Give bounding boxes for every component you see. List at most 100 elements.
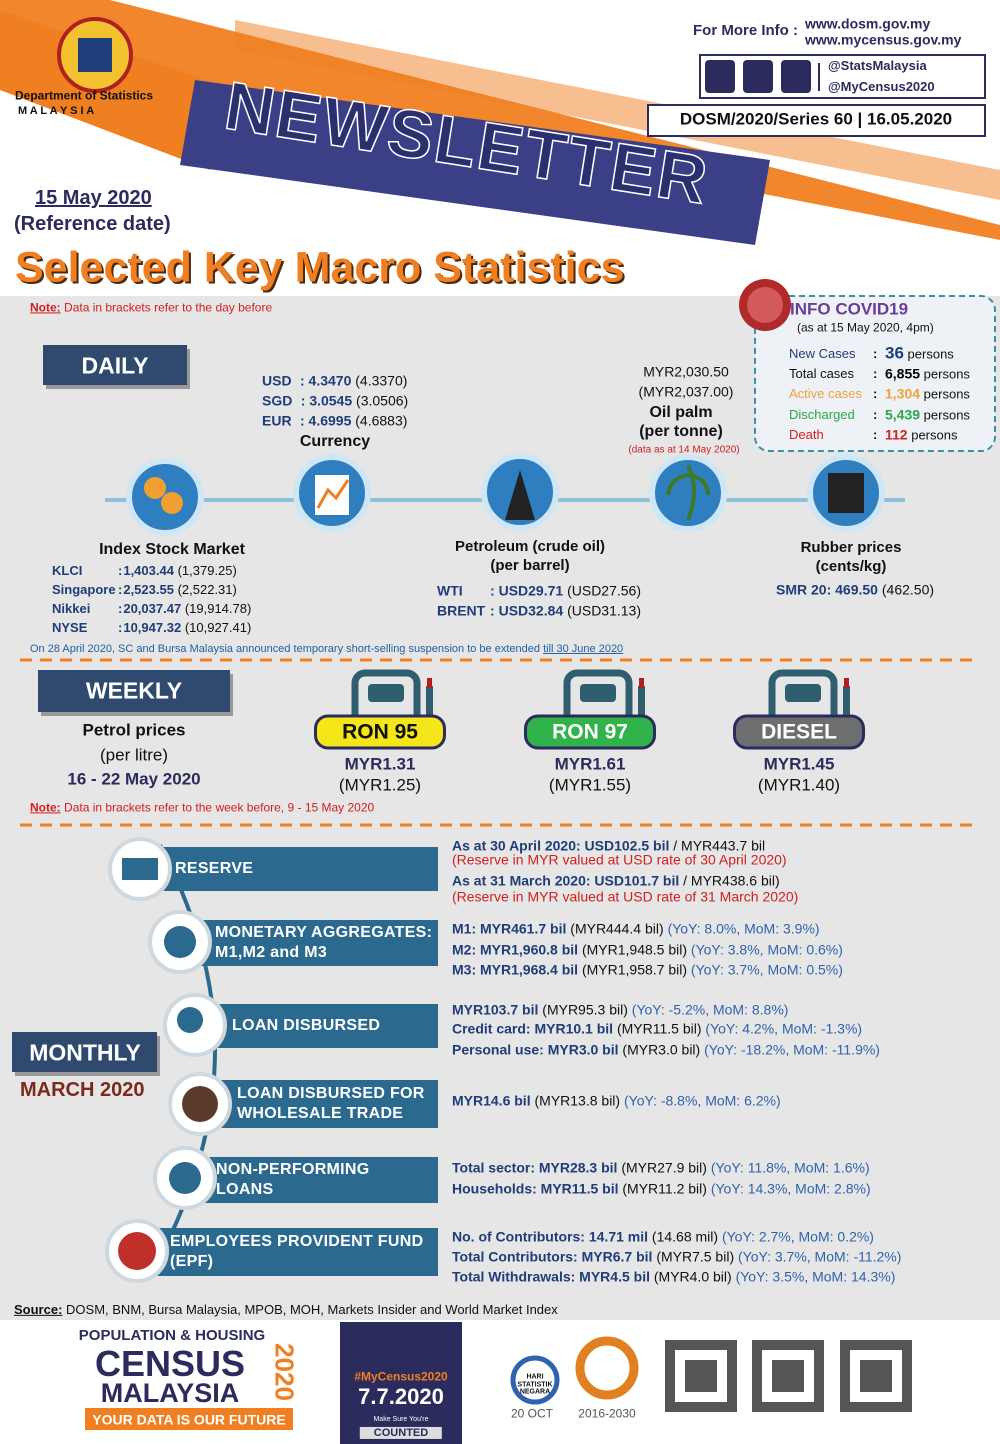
banner: NEWSLETTER xyxy=(219,67,715,220)
text-part: (MYR95.3 bil) xyxy=(542,1001,628,1018)
text-part: / MYR438.6 bil) xyxy=(683,872,780,889)
stat-line: Personal use: MYR3.0 bil (MYR3.0 bil) (YoY… xyxy=(452,1042,880,1057)
text-part: persons xyxy=(907,346,954,362)
text-part: (YoY: 2.7%, MoM: 0.2%) xyxy=(721,1228,874,1245)
stat-line: As at 30 April 2020: USD102.5 bil / MYR44… xyxy=(452,838,765,853)
campaign-text: Make Sure You're xyxy=(373,1416,429,1424)
series: DOSM/2020/Series 60 | 16.05.2020 xyxy=(679,109,953,129)
covid-value: 5,439 persons xyxy=(885,406,970,422)
reserve-note: (Reserve in MYR valued at USD rate of 31… xyxy=(452,888,799,905)
caption: (per litre) xyxy=(99,745,169,765)
covid-subtitle: (as at 15 May 2020, 4pm) xyxy=(797,320,934,335)
reference-date-note: (Reference date) xyxy=(14,213,171,235)
caption: Oil palm xyxy=(649,404,713,422)
text-part: MYR14.6 bil xyxy=(452,1092,531,1109)
census-text: MALAYSIA xyxy=(100,1378,240,1409)
text-part: On 28 April 2020, SC and Bursa Malaysia … xyxy=(30,642,540,655)
text-part: MYR103.7 bil xyxy=(452,1001,539,1018)
reserve-note: (Reserve in MYR valued at USD rate of 30… xyxy=(452,851,787,868)
text-part: (YoY: 4.2%, MoM: -1.3%) xyxy=(705,1020,863,1037)
text-part: (MYR13.8 bil) xyxy=(534,1092,621,1109)
text-part: 6,855 xyxy=(885,365,921,382)
sdg-years: 2016-2030 xyxy=(578,1406,636,1421)
stat-line: Total Contributors: MYR6.7 bil (MYR7.5 bi… xyxy=(452,1249,901,1264)
text-part: Source: xyxy=(14,1301,63,1317)
text-part: : xyxy=(118,619,123,635)
text-part: (1,379.25) xyxy=(177,562,237,578)
price: MYR1.31 xyxy=(344,754,416,774)
text-part: (MYR11.5 bil) xyxy=(616,1020,702,1037)
stock-row: :10,947.32 (10,927.41) xyxy=(118,619,252,635)
item-title: NON-PERFORMING xyxy=(216,1161,370,1179)
stat-line: Total sector: MYR28.3 bil (MYR27.9 bil) (Y… xyxy=(452,1160,870,1175)
text-part: 36 xyxy=(885,343,904,363)
stats-day: HARI STATISTIK NEGARA xyxy=(517,1373,553,1396)
fuel-label: RON 97 xyxy=(524,714,656,750)
rubber-row: SMR 20: 469.50 (462.50) xyxy=(776,582,934,597)
stat-line: Households: MYR11.5 bil (MYR11.2 bil) (YoY… xyxy=(452,1181,871,1196)
section-label: MONTHLY xyxy=(29,1039,141,1066)
text-part: 469.50 xyxy=(835,581,878,598)
text-part: (MYR11.2 bil) xyxy=(622,1180,707,1197)
text-part: (YoY: -5.2%, MoM: 8.8%) xyxy=(631,1001,789,1018)
census-text: POPULATION & HOUSING xyxy=(78,1326,266,1344)
text-part: : xyxy=(118,562,123,578)
covid-label: Total cases xyxy=(789,366,855,382)
text-part: Total Contributors: MYR6.7 bil xyxy=(452,1248,653,1265)
fuel-label: RON 95 xyxy=(314,714,446,750)
price: MYR1.61 xyxy=(554,754,626,774)
covid-label: New Cases xyxy=(789,345,856,361)
stat-line: No. of Contributors: 14.71 mil (14.68 mil… xyxy=(452,1229,874,1244)
caption: Index Stock Market xyxy=(99,541,245,559)
prev-price: (MYR1.55) xyxy=(548,775,632,795)
campaign-text: COUNTED xyxy=(359,1426,443,1440)
text-part: (14.68 mil) xyxy=(651,1228,719,1245)
text-part: till 30 June 2020 xyxy=(543,642,624,655)
text-part: : xyxy=(118,600,123,616)
text-part: (YoY: 14.3%, MoM: 2.8%) xyxy=(710,1180,871,1197)
census-text: CENSUS xyxy=(94,1343,246,1385)
text-part: (MYR7.5 bil) xyxy=(656,1248,735,1265)
note: (data as at 14 May 2020) xyxy=(628,444,740,456)
text-part: persons xyxy=(923,366,970,382)
covid-label: Active cases xyxy=(789,386,862,402)
separator: : xyxy=(873,406,878,422)
separator: : xyxy=(873,366,878,382)
url: www.dosm.gov.my xyxy=(805,15,931,32)
item-title: (EPF) xyxy=(170,1253,214,1271)
note: Note: Data in brackets refer to the week … xyxy=(30,801,374,814)
text-part: (10,927.41) xyxy=(184,619,252,635)
currency-row: USD:4.3470 (4.3370) xyxy=(262,373,407,388)
code: BRENT xyxy=(437,602,486,619)
text-part: As at 31 March 2020: USD101.7 bil xyxy=(452,872,680,889)
text-part: Note: xyxy=(30,800,61,815)
text-part: 3.0545 xyxy=(309,392,353,409)
text-part: (2,522.31) xyxy=(177,581,237,597)
item-title: MONETARY AGGREGATES: xyxy=(215,924,433,942)
text-part: 112 xyxy=(885,426,908,443)
text-part: M3: MYR1,968.4 bil xyxy=(452,961,579,978)
stat-line: MYR14.6 bil (MYR13.8 bil) (YoY: -8.8%, MoM… xyxy=(452,1093,781,1108)
text-part: USD xyxy=(262,372,292,389)
caption: Petrol prices xyxy=(82,720,186,740)
caption: 16 - 22 May 2020 xyxy=(67,769,201,789)
item-title: LOANS xyxy=(216,1181,274,1199)
covid-label: Discharged xyxy=(789,406,855,422)
caption: (per barrel) xyxy=(490,556,570,574)
covid-value: 112 persons xyxy=(885,426,957,443)
text-part: (462.50) xyxy=(881,581,935,598)
currency-row: SGD:3.0545 (3.0506) xyxy=(262,393,408,408)
text-part: 4.6995 xyxy=(308,412,352,429)
text-part: (YoY: 11.8%, MoM: 1.6%) xyxy=(710,1159,870,1176)
text-part: Data in brackets refer to the day before xyxy=(64,300,273,315)
text-part: No. of Contributors: 14.71 mil xyxy=(452,1228,649,1245)
text-part: (MYR1,958.7 bil) xyxy=(581,961,687,978)
period: MARCH 2020 xyxy=(20,1079,145,1101)
text-part: EUR xyxy=(262,412,292,429)
separator: : xyxy=(873,345,878,361)
prev-price: (MYR1.40) xyxy=(757,775,841,795)
item-title: M1,M2 and M3 xyxy=(215,944,328,962)
covid-title: INFO COVID19 xyxy=(790,299,909,319)
text-part: 2,523.55 xyxy=(123,581,174,597)
